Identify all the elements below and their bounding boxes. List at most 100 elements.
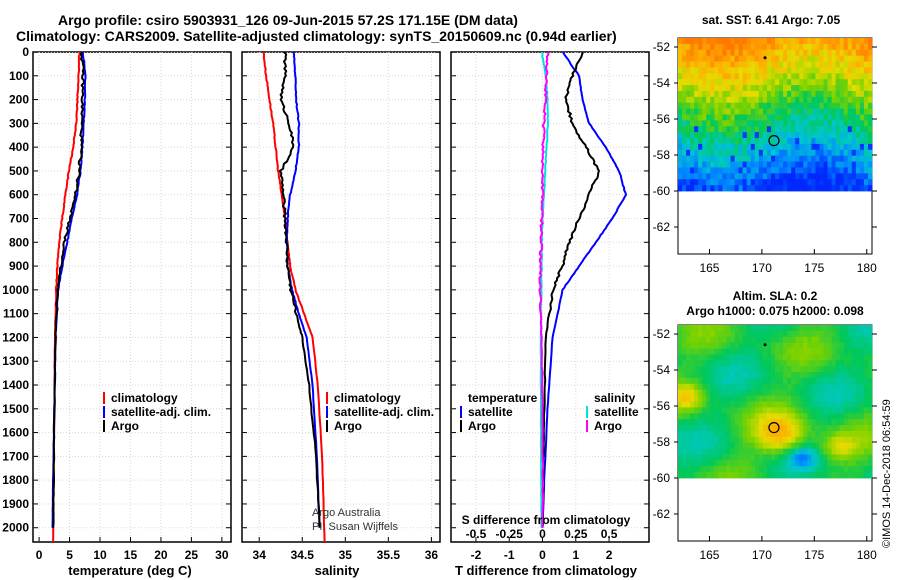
map-cell [775,143,780,151]
map-cell [787,90,792,98]
map-cell [807,442,812,449]
map-cell [807,348,812,355]
map-cell [831,149,837,157]
map-cell [706,179,711,186]
map-cell [867,413,873,420]
map-cell [859,96,865,104]
map-cell [779,466,784,473]
map-cell [722,430,727,438]
map-cell [714,377,719,385]
map-cell [682,366,687,373]
map-cell [863,138,869,145]
map-cell [682,442,687,449]
map-cell [867,120,873,127]
map-cell [754,185,760,192]
map-cell [847,38,853,45]
map-cell [775,61,780,68]
map-cell [855,173,861,180]
map-cell [726,360,731,367]
map-cell [678,167,683,174]
map-cell [791,108,796,115]
map-cell [811,383,816,391]
map-cell [714,360,719,367]
map-cell [726,389,731,397]
map-cell [686,85,691,92]
map-cell [815,448,820,455]
map-cell [819,419,824,426]
map-cell [867,389,873,397]
map-cell [863,161,869,168]
map-cell [730,96,735,104]
map-cell [795,377,800,385]
map-cell [758,179,764,186]
difference-tick-label: -1 [504,548,515,562]
map-cell [791,442,796,449]
map-cell [678,330,683,338]
map-cell [682,138,687,145]
map-cell [698,143,703,151]
map-cell [867,419,873,426]
map-cell [867,90,873,98]
map-cell [799,79,804,86]
map-cell [690,466,695,473]
map-cell [734,401,740,408]
map-cell [742,138,748,145]
map-cell [710,372,715,379]
map-cell [807,460,812,467]
map-cell [791,173,796,180]
map-cell [726,185,731,192]
map-cell [779,61,784,68]
map-cell [831,436,837,444]
map-cell [803,120,808,127]
map-cell [682,430,687,438]
map-cell [754,472,760,479]
map-cell [799,167,804,174]
map-cell [682,73,687,80]
map-cell [722,114,727,121]
temperature-legend: climatology satellite-adj. clim. Argo [103,391,211,433]
map-cell [726,120,731,127]
map-cell [851,472,857,479]
map-cell [779,442,784,449]
map-cell [770,167,776,174]
map-cell [819,179,824,186]
map-cell [859,454,865,461]
map-cell [811,436,816,444]
map-cell [775,330,780,338]
map-cell [795,442,800,449]
map-cell [827,466,832,473]
map-cell [702,366,707,373]
map-cell [811,330,816,338]
map-cell [823,430,828,438]
map-cell [779,67,784,74]
map-cell [690,49,695,57]
map-cell [722,407,727,414]
map-cell [791,460,796,467]
map-cell [694,366,699,373]
map-cell [738,419,744,426]
map-cell [714,114,719,121]
map-cell [819,348,824,355]
map-cell [799,114,804,121]
map-cell [803,436,808,444]
map-cell [678,442,683,449]
map-cell [766,377,772,385]
map-cell [770,102,776,110]
map-cell [795,325,800,332]
map-cell [799,161,804,168]
map-cell [807,173,812,180]
map-cell [714,179,719,186]
map-cell [730,460,735,467]
map-cell [714,454,719,461]
map-cell [787,138,792,145]
map-cell [770,354,776,361]
map-cell [690,114,695,121]
map-cell [795,38,800,45]
map-cell [734,120,740,127]
map-cell [706,372,711,379]
map-cell [779,155,784,162]
map-cell [807,114,812,121]
map-cell [831,407,837,414]
map-cell [718,38,723,45]
map-cell [698,425,703,432]
